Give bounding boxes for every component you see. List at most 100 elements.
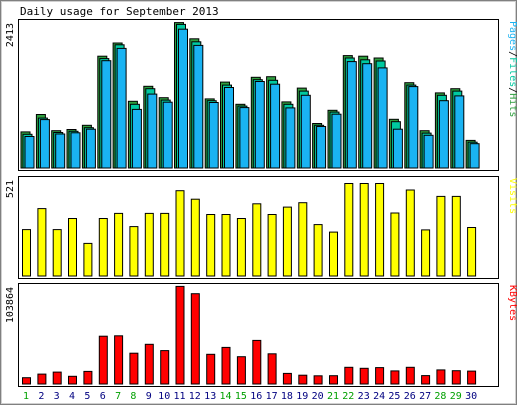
- bar-kbytes-day-16: [252, 339, 262, 385]
- bar-pages-day-26: [408, 86, 419, 169]
- bar-kbytes-day-22: [344, 366, 354, 385]
- bar-visits-day-16: [252, 203, 262, 277]
- bar-visits-day-18: [282, 206, 292, 277]
- bar-pages-day-5: [85, 128, 96, 169]
- x-tick-label: 29: [450, 391, 462, 402]
- legend-hits: Hits: [507, 93, 517, 117]
- bar-visits-day-29: [451, 195, 461, 277]
- bar-pages-day-14: [224, 87, 234, 169]
- legend-separator: /: [507, 51, 517, 57]
- bar-visits-day-14: [221, 214, 231, 277]
- bar-kbytes-day-18: [282, 372, 292, 385]
- bar-kbytes-day-9: [144, 343, 154, 385]
- bar-visits-day-28: [436, 195, 446, 277]
- bar-visits-day-1: [22, 229, 31, 277]
- panel-visits: 521 Visits: [5, 176, 517, 279]
- bar-pages-day-21: [331, 113, 342, 169]
- bar-visits-day-13: [206, 214, 216, 277]
- x-tick-label: 3: [54, 391, 60, 402]
- legend-files: Files: [507, 57, 517, 87]
- x-tick-label: 21: [327, 391, 339, 402]
- bar-pages-day-9: [147, 93, 158, 169]
- bar-kbytes-day-12: [190, 293, 200, 385]
- bar-visits-day-24: [375, 183, 385, 277]
- x-tick-label: 5: [84, 391, 90, 402]
- x-tick-label: 19: [296, 391, 308, 402]
- bar-pages-day-19: [300, 94, 311, 169]
- bar-pages-day-3: [55, 133, 66, 169]
- bar-pages-day-24: [377, 67, 388, 169]
- bar-kbytes-day-10: [160, 350, 170, 385]
- x-tick-label: 26: [404, 391, 416, 402]
- y-tick-label: 521: [5, 180, 16, 198]
- x-tick-label: 20: [312, 391, 324, 402]
- x-tick-label: 28: [434, 391, 446, 402]
- bar-pages-day-2: [39, 119, 50, 169]
- x-tick-label: 6: [100, 391, 106, 402]
- bar-visits-day-11: [175, 190, 185, 277]
- x-tick-label: 22: [342, 391, 354, 402]
- bar-pages-day-25: [392, 128, 403, 169]
- bar-visits-day-7: [114, 212, 124, 277]
- x-tick-label: 23: [358, 391, 370, 402]
- bar-pages-day-1: [24, 136, 35, 169]
- series-pages: [24, 28, 480, 169]
- bar-kbytes-day-8: [129, 352, 139, 385]
- bar-pages-day-22: [346, 61, 357, 169]
- bar-visits-day-10: [160, 212, 170, 277]
- bar-kbytes-day-2: [37, 373, 47, 385]
- bar-kbytes-day-3: [52, 371, 62, 385]
- legend-pages-files-hits: Pages/Files/Hits: [507, 21, 517, 117]
- bar-visits-day-15: [236, 218, 246, 277]
- legend-separator: /: [507, 87, 517, 93]
- bar-kbytes-day-20: [313, 375, 323, 385]
- x-tick-label: 8: [130, 391, 136, 402]
- bar-kbytes-day-13: [206, 353, 216, 385]
- bar-pages-day-20: [316, 126, 327, 169]
- bar-pages-day-15: [239, 107, 250, 169]
- bar-visits-day-3: [52, 229, 62, 277]
- panel-kbytes: 103864 KBytes: [5, 283, 517, 387]
- chart-title: Daily usage for September 2013: [20, 5, 219, 18]
- bar-pages-day-17: [270, 83, 281, 169]
- bar-pages-day-8: [131, 108, 142, 169]
- bar-kbytes-day-26: [405, 366, 415, 385]
- x-tick-label: 17: [266, 391, 278, 402]
- bar-pages-day-27: [423, 134, 434, 169]
- bar-visits-day-19: [298, 202, 308, 277]
- bar-visits-day-8: [129, 226, 139, 277]
- bar-pages-day-23: [362, 63, 373, 169]
- bar-visits-day-4: [68, 218, 77, 277]
- bar-visits-day-21: [329, 231, 338, 277]
- bar-kbytes-day-7: [114, 335, 124, 385]
- x-tick-label: 13: [204, 391, 216, 402]
- x-tick-label: 1: [23, 391, 29, 402]
- bar-pages-day-4: [70, 132, 81, 169]
- bar-visits-day-23: [359, 183, 369, 277]
- x-tick-label: 15: [235, 391, 247, 402]
- bar-visits-day-2: [37, 208, 47, 277]
- x-tick-label: 14: [219, 391, 231, 402]
- bar-visits-day-27: [421, 229, 431, 277]
- bar-visits-day-12: [190, 198, 200, 277]
- bar-kbytes-day-19: [298, 374, 308, 385]
- bar-kbytes-day-24: [375, 367, 385, 385]
- panel-pages-files-hits: 2413 Pages/Files/Hits: [5, 19, 517, 171]
- series-visits: [22, 183, 477, 277]
- x-tick-label: 16: [250, 391, 262, 402]
- bar-pages-day-29: [454, 95, 465, 169]
- y-tick-label: 2413: [5, 23, 16, 47]
- x-tick-label: 11: [173, 391, 185, 402]
- x-tick-label: 7: [115, 391, 121, 402]
- bar-kbytes-day-15: [236, 356, 246, 385]
- x-tick-label: 24: [373, 391, 385, 402]
- bar-visits-day-25: [390, 212, 400, 277]
- bar-kbytes-day-14: [221, 346, 231, 385]
- bar-pages-day-30: [469, 143, 480, 169]
- bar-kbytes-day-17: [267, 353, 277, 385]
- bar-kbytes-day-30: [467, 370, 477, 385]
- bar-pages-day-28: [438, 100, 449, 169]
- x-tick-label: 4: [69, 391, 75, 402]
- bar-kbytes-day-6: [98, 335, 108, 385]
